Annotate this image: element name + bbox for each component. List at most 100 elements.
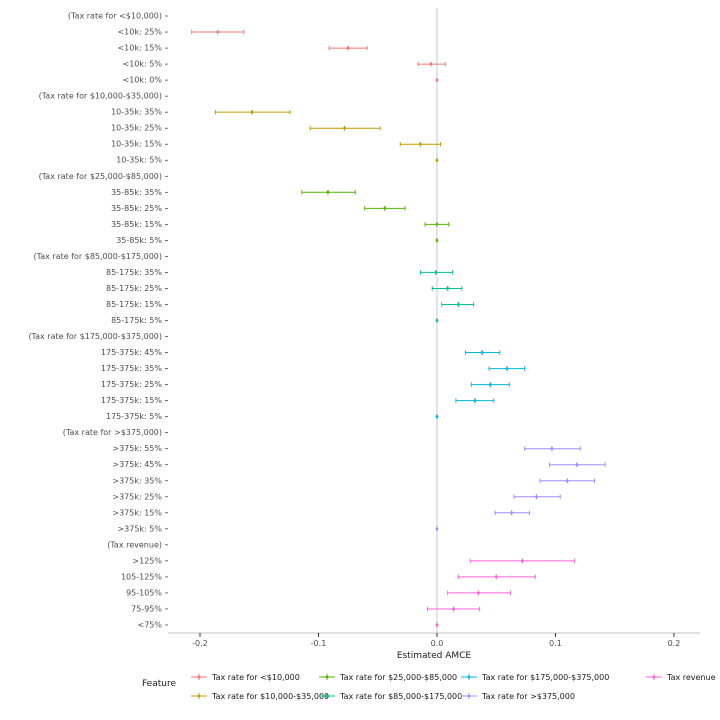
point-estimate bbox=[452, 607, 455, 611]
y-axis-label: <10k: 15% bbox=[117, 44, 162, 53]
y-axis-label: 95-105% bbox=[126, 588, 162, 597]
point-estimate bbox=[326, 190, 330, 194]
point-estimate bbox=[216, 30, 220, 34]
legend-item-label: Tax rate for $85,000-$175,000 bbox=[340, 691, 463, 701]
legend-item: Tax rate for $85,000-$175,000 bbox=[318, 690, 462, 702]
legend-title: Feature bbox=[142, 679, 177, 689]
point-estimate bbox=[494, 575, 498, 579]
y-axis-label: 35-85k: 5% bbox=[116, 236, 162, 245]
y-axis-label: >125% bbox=[132, 556, 162, 565]
y-axis-label: 105-125% bbox=[121, 572, 162, 581]
point-estimate bbox=[480, 351, 484, 354]
point-estimate bbox=[505, 367, 509, 370]
point-estimate bbox=[418, 142, 422, 146]
y-axis-label: >375k: 5% bbox=[117, 524, 162, 533]
y-axis-label: >375k: 15% bbox=[112, 508, 162, 517]
legend: Feature Tax rate for <$10,000 Tax rate fo… bbox=[0, 660, 720, 720]
y-axis-label: 10-35k: 35% bbox=[111, 108, 162, 117]
x-tick-label: 0.0 bbox=[431, 639, 444, 648]
legend-item-label: Tax rate for >$375,000 bbox=[482, 691, 575, 701]
point-estimate bbox=[429, 62, 433, 66]
y-axis-label: 10-35k: 25% bbox=[111, 124, 162, 133]
point-estimate bbox=[435, 319, 439, 322]
point-estimate bbox=[565, 479, 569, 483]
legend-item: Tax rate for $25,000-$85,000 bbox=[318, 671, 457, 683]
point-estimate bbox=[575, 463, 579, 467]
legend-item: Tax rate for >$375,000 bbox=[460, 690, 575, 702]
x-tick-label: -0.1 bbox=[311, 639, 327, 648]
legend-key-icon bbox=[191, 693, 207, 699]
legend-item-label: Tax rate for $175,000-$375,000 bbox=[482, 672, 610, 682]
y-axis-group-label: (Tax rate for $25,000-$85,000) bbox=[39, 172, 162, 181]
y-axis-label: 85-175k: 25% bbox=[106, 284, 162, 293]
y-axis-label: 10-35k: 15% bbox=[111, 140, 162, 149]
point-estimate bbox=[346, 46, 350, 50]
point-estimate bbox=[435, 415, 439, 419]
y-axis-label: <75% bbox=[138, 620, 163, 629]
point-estimate bbox=[435, 222, 439, 226]
point-estimate bbox=[520, 559, 524, 563]
point-estimate bbox=[477, 591, 480, 595]
y-axis-label: >375k: 25% bbox=[112, 492, 162, 501]
y-axis-label: >375k: 35% bbox=[112, 476, 162, 485]
y-axis-label: 175-375k: 5% bbox=[106, 412, 162, 421]
y-axis-group-label: (Tax rate for <$10,000) bbox=[68, 12, 162, 21]
point-estimate bbox=[473, 399, 477, 403]
y-axis-label: 175-375k: 15% bbox=[101, 396, 162, 405]
x-tick-label: 0.2 bbox=[668, 639, 681, 648]
y-axis-label: 35-85k: 25% bbox=[111, 204, 162, 213]
point-estimate bbox=[435, 158, 439, 162]
y-axis-group-label: (Tax rate for $175,000-$375,000) bbox=[28, 332, 162, 341]
legend-item: Tax rate for $10,000-$35,000 bbox=[190, 690, 329, 702]
y-axis-label: 35-85k: 35% bbox=[111, 188, 162, 197]
point-estimate bbox=[435, 623, 439, 627]
point-estimate bbox=[456, 303, 460, 306]
y-axis-group-label: (Tax rate for >$375,000) bbox=[63, 428, 162, 437]
y-axis-label: <10k: 25% bbox=[117, 28, 162, 37]
legend-item-label: Tax revenue bbox=[667, 672, 716, 682]
amce-plot-canvas: -0.2 -0.1 0.0 0.1 0.2 (Tax rate for <$10,000)… bbox=[28, 8, 700, 660]
legend-item: Tax rate for $175,000-$375,000 bbox=[460, 671, 609, 683]
point-estimate bbox=[550, 447, 554, 451]
y-axis-label: 175-375k: 45% bbox=[101, 348, 162, 357]
y-axis-label: 10-35k: 5% bbox=[116, 156, 162, 165]
y-axis-label: 85-175k: 15% bbox=[106, 300, 162, 309]
point-estimate bbox=[488, 383, 492, 387]
legend-item-label: Tax rate for $10,000-$35,000 bbox=[212, 691, 330, 701]
point-estimate bbox=[510, 511, 514, 515]
point-estimate bbox=[435, 238, 439, 242]
legend-key-icon bbox=[461, 693, 477, 699]
x-tick-label: -0.2 bbox=[192, 639, 208, 648]
point-estimate bbox=[435, 78, 439, 82]
legend-key-icon bbox=[646, 674, 662, 680]
y-axis-label: <10k: 5% bbox=[123, 60, 163, 69]
y-axis-label: 85-175k: 5% bbox=[111, 316, 162, 325]
legend-item: Tax revenue bbox=[645, 671, 716, 683]
point-estimate bbox=[446, 287, 450, 290]
y-axis-group-label: (Tax rate for $10,000-$35,000) bbox=[39, 92, 162, 101]
x-tick-label: 0.1 bbox=[549, 639, 562, 648]
point-estimate bbox=[343, 126, 346, 130]
x-axis-title: Estimated AMCE bbox=[397, 651, 472, 660]
legend-key-icon bbox=[319, 693, 335, 699]
point-estimate bbox=[383, 206, 387, 210]
point-estimate bbox=[535, 495, 538, 499]
y-axis-label: >375k: 45% bbox=[112, 460, 162, 469]
y-axis-label: 75-95% bbox=[131, 604, 162, 613]
y-axis-group-label: (Tax revenue) bbox=[107, 540, 162, 549]
y-axis-label: 175-375k: 35% bbox=[101, 364, 162, 373]
legend-item-label: Tax rate for $25,000-$85,000 bbox=[340, 672, 458, 682]
point-estimate bbox=[250, 110, 254, 114]
point-estimate bbox=[435, 527, 439, 531]
legend-key-icon bbox=[461, 674, 477, 680]
legend-item-label: Tax rate for <$10,000 bbox=[212, 672, 300, 682]
y-axis-label: <10k: 0% bbox=[123, 76, 163, 85]
y-axis-label: 175-375k: 25% bbox=[101, 380, 162, 389]
y-axis-label: 85-175k: 35% bbox=[106, 268, 162, 277]
y-axis-group-label: (Tax rate for $85,000-$175,000) bbox=[34, 252, 162, 261]
y-axis-label: 35-85k: 15% bbox=[111, 220, 162, 229]
legend-key-icon bbox=[319, 674, 335, 680]
y-axis-label: >375k: 55% bbox=[112, 444, 162, 453]
legend-item: Tax rate for <$10,000 bbox=[190, 671, 300, 683]
